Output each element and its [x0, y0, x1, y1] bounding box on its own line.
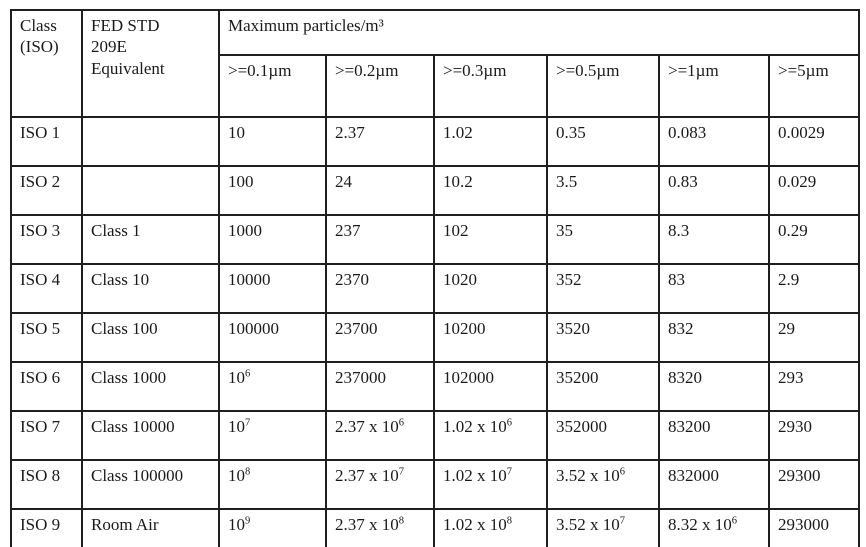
fed-class-cell: Class 100000 [81, 459, 220, 510]
value-cell: 3.52 x 106 [546, 459, 660, 510]
value-cell: 0.0029 [767, 116, 861, 167]
value-cell: 83 [658, 263, 770, 314]
row-label-cell: ISO 9 [10, 508, 83, 547]
value-cell: 293 [767, 361, 861, 412]
value-cell: 0.29 [767, 214, 861, 265]
header-row-sizes: >=0.1µm >=0.2µm >=0.3µm >=0.5µm >=1µm >=… [11, 54, 861, 118]
value-cell: 3.52 x 107 [546, 508, 660, 547]
value-cell: 2930 [767, 410, 861, 461]
table-row-iso-8: ISO 8 Class 100000 108 2.37 x 107 1.02 x… [10, 459, 861, 510]
value-cell: 1000 [218, 214, 327, 265]
value-cell: 108 [218, 459, 327, 510]
value-cell: 0.029 [767, 165, 861, 216]
row-label-cell: ISO 1 [10, 116, 83, 167]
value-cell: 2.9 [767, 263, 861, 314]
fed-class-cell: Class 100 [81, 312, 220, 363]
value-cell: 0.83 [658, 165, 770, 216]
value-cell: 83200 [658, 410, 770, 461]
value-cell: 3520 [546, 312, 660, 363]
iso-cleanroom-classification-table: Class (ISO) FED STD 209E Equivalent Maxi… [10, 9, 861, 547]
value-cell: 1020 [433, 263, 548, 314]
row-label-cell: ISO 3 [10, 214, 83, 265]
value-cell: 2.37 [325, 116, 435, 167]
value-cell: 1.02 [433, 116, 548, 167]
value-cell: 10200 [433, 312, 548, 363]
value-cell: 0.35 [546, 116, 660, 167]
subheader-cell-ge-1um: >=1µm [658, 54, 770, 118]
table-row-iso-9: ISO 9 Room Air 109 2.37 x 108 1.02 x 108… [10, 508, 861, 547]
fed-class-cell: Class 1000 [81, 361, 220, 412]
subheader-cell-ge-5um: >=5µm [767, 54, 861, 118]
fed-class-cell [81, 116, 220, 167]
value-cell: 100000 [218, 312, 327, 363]
row-label-cell: ISO 8 [10, 459, 83, 510]
value-cell: 1.02 x 108 [433, 508, 548, 547]
value-cell: 109 [218, 508, 327, 547]
header-cell-fed-std-equivalent: FED STD 209E Equivalent [81, 9, 220, 118]
value-cell: 237000 [325, 361, 435, 412]
fed-class-cell: Class 10000 [81, 410, 220, 461]
value-cell: 10 [218, 116, 327, 167]
table-row-iso-1: ISO 1 10 2.37 1.02 0.35 0.083 0.0029 [10, 116, 861, 167]
value-cell: 8.32 x 106 [658, 508, 770, 547]
fed-class-cell: Class 10 [81, 263, 220, 314]
header-row-top: Class (ISO) FED STD 209E Equivalent Maxi… [10, 9, 861, 118]
value-cell: 2.37 x 106 [325, 410, 435, 461]
value-cell: 100 [218, 165, 327, 216]
value-cell: 106 [218, 361, 327, 412]
header-cell-class-iso: Class (ISO) [10, 9, 83, 118]
row-label-cell: ISO 5 [10, 312, 83, 363]
value-cell: 2.37 x 108 [325, 508, 435, 547]
value-cell: 10.2 [433, 165, 548, 216]
value-cell: 10000 [218, 263, 327, 314]
row-label-cell: ISO 2 [10, 165, 83, 216]
value-cell: 8.3 [658, 214, 770, 265]
value-cell: 352 [546, 263, 660, 314]
value-cell: 293000 [767, 508, 861, 547]
value-cell: 2.37 x 107 [325, 459, 435, 510]
value-cell: 29 [767, 312, 861, 363]
value-cell: 352000 [546, 410, 660, 461]
value-cell: 3.5 [546, 165, 660, 216]
table-row-iso-4: ISO 4 Class 10 10000 2370 1020 352 83 2.… [10, 263, 861, 314]
value-cell: 102 [433, 214, 548, 265]
value-cell: 2370 [325, 263, 435, 314]
subheader-cell-ge-0-2um: >=0.2µm [325, 54, 435, 118]
value-cell: 0.083 [658, 116, 770, 167]
fed-class-cell: Room Air [81, 508, 220, 547]
subheader-cell-ge-0-5um: >=0.5µm [546, 54, 660, 118]
subheader-cell-ge-0-1um: >=0.1µm [218, 54, 327, 118]
value-cell: 23700 [325, 312, 435, 363]
value-cell: 107 [218, 410, 327, 461]
value-cell: 35 [546, 214, 660, 265]
value-cell: 35200 [546, 361, 660, 412]
subheader-cell-ge-0-3um: >=0.3µm [433, 54, 548, 118]
value-cell: 237 [325, 214, 435, 265]
row-label-cell: ISO 4 [10, 263, 83, 314]
table-row-iso-3: ISO 3 Class 1 1000 237 102 35 8.3 0.29 [10, 214, 861, 265]
value-cell: 102000 [433, 361, 548, 412]
value-cell: 832000 [658, 459, 770, 510]
fed-class-cell [81, 165, 220, 216]
table-row-iso-2: ISO 2 100 24 10.2 3.5 0.83 0.029 [10, 165, 861, 216]
header-cell-max-particles: Maximum particles/m³ [217, 9, 861, 56]
table-row-iso-7: ISO 7 Class 10000 107 2.37 x 106 1.02 x … [10, 410, 861, 461]
value-cell: 1.02 x 106 [433, 410, 548, 461]
value-cell: 29300 [767, 459, 861, 510]
fed-class-cell: Class 1 [81, 214, 220, 265]
value-cell: 1.02 x 107 [433, 459, 548, 510]
table-row-iso-5: ISO 5 Class 100 100000 23700 10200 3520 … [10, 312, 861, 363]
row-label-cell: ISO 6 [10, 361, 83, 412]
table-row-iso-6: ISO 6 Class 1000 106 237000 102000 35200… [10, 361, 861, 412]
value-cell: 24 [325, 165, 435, 216]
value-cell: 832 [658, 312, 770, 363]
row-label-cell: ISO 7 [10, 410, 83, 461]
value-cell: 8320 [658, 361, 770, 412]
